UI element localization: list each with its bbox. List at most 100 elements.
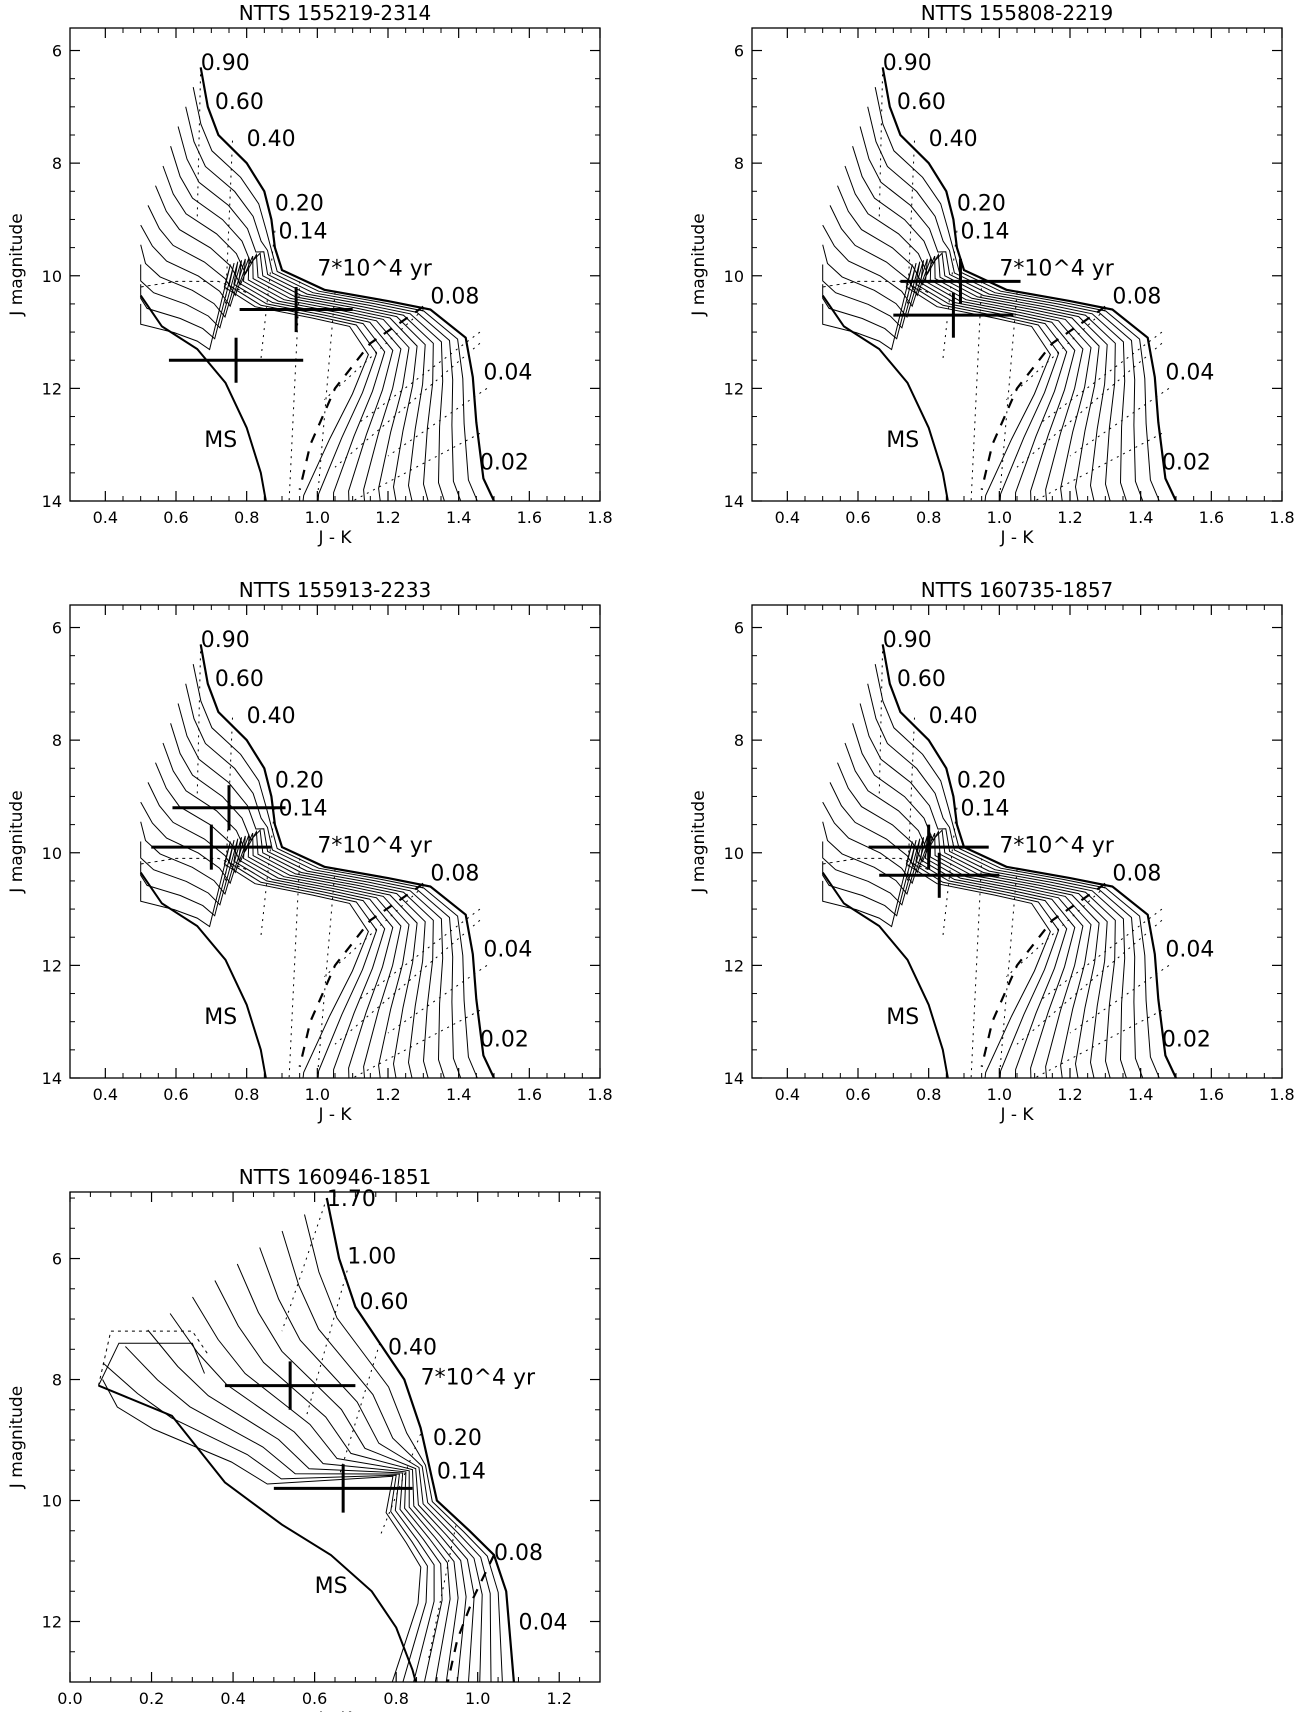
mass-label: 0.14 (437, 1459, 486, 1484)
isochrone (874, 663, 1160, 1078)
isochrone (140, 262, 378, 501)
y-tick-label: 6 (52, 619, 62, 638)
y-tick-label: 14 (724, 492, 744, 511)
mass-track (942, 807, 958, 938)
y-tick-label: 8 (52, 154, 62, 173)
mass-label: 0.04 (518, 1611, 567, 1636)
mass-label: 0.90 (883, 628, 932, 653)
ms-label: MS (204, 428, 237, 453)
isochrone (837, 762, 1100, 1078)
mass-track (288, 281, 301, 501)
main-sequence (821, 294, 949, 501)
hydrogen-burning-limit (446, 1554, 495, 1682)
ms-label: MS (886, 428, 919, 453)
mass-track (196, 644, 202, 797)
hydrogen-burning-limit (298, 882, 424, 1067)
y-tick-label: 10 (42, 844, 62, 863)
mass-label: 0.60 (215, 90, 264, 115)
y-tick-label: 10 (724, 267, 744, 286)
x-tick-label: 1.0 (305, 508, 330, 527)
age-label: 7*10^4 yr (999, 256, 1114, 281)
x-tick-label: 1.6 (517, 1085, 542, 1104)
chart-title: NTTS 160946-1851 (239, 1165, 432, 1189)
model-curves (821, 644, 1177, 1078)
mass-label: 0.40 (929, 127, 978, 152)
x-tick-label: 1.8 (1269, 1085, 1294, 1104)
isochrone (829, 782, 1092, 1078)
mass-track (1006, 309, 1106, 400)
isochrone (147, 782, 410, 1078)
isochrone (281, 1230, 492, 1682)
hydrogen-burning-limit (298, 305, 424, 490)
hydrogen-burning-limit (980, 305, 1106, 490)
hydrogen-burning-limit (980, 882, 1106, 1067)
mass-label: 0.20 (957, 769, 1006, 794)
isochrone (822, 244, 1076, 501)
chart-panel-1: 0.4 0.6 0.8 1.0 1.2 1.4 1.6 1.8 6 8 10 12 14 NTTS 155… (7, 1, 613, 548)
mass-track (998, 292, 1018, 501)
mass-track (338, 1343, 381, 1477)
isochrone (98, 1342, 205, 1386)
mass-track (1006, 886, 1106, 977)
mass-label: 0.20 (957, 192, 1006, 217)
isochrone (140, 224, 402, 501)
isochrone (140, 244, 394, 501)
x-tick-label: 0.6 (163, 1085, 188, 1104)
mass-label: 0.20 (275, 192, 324, 217)
x-tick-label: 1.0 (987, 508, 1012, 527)
isochrone (214, 1280, 467, 1682)
mass-label: 0.40 (247, 127, 296, 152)
mass-label: 0.02 (480, 451, 529, 476)
mass-label: 0.08 (1112, 284, 1161, 309)
mass-label: 0.90 (201, 51, 250, 76)
age-label: 7*10^4 yr (999, 833, 1114, 858)
model-curves (139, 67, 495, 501)
y-tick-label: 6 (52, 1250, 62, 1269)
x-tick-label: 1.2 (375, 508, 400, 527)
y-tick-label: 14 (724, 1069, 744, 1088)
x-tick-label: 1.0 (305, 1085, 330, 1104)
age-label: 7*10^4 yr (317, 833, 432, 858)
x-tick-label: 0.8 (916, 508, 941, 527)
isochrone (822, 262, 1060, 501)
mass-track (359, 908, 481, 1000)
mass-track (1069, 387, 1170, 457)
mass-track (942, 230, 958, 361)
model-curves (98, 1197, 515, 1682)
y-tick-label: 8 (52, 731, 62, 750)
y-tick-label: 10 (42, 1492, 62, 1511)
mass-label: 0.40 (388, 1335, 437, 1360)
isochrone (140, 280, 247, 294)
mass-track (970, 858, 983, 1078)
isochrone (822, 280, 929, 294)
isochrone (304, 1214, 503, 1682)
isochrone (155, 185, 418, 501)
isochrone (192, 1296, 459, 1682)
isochrone (844, 742, 1108, 1078)
age-label: 7*10^4 yr (421, 1366, 536, 1391)
chart-panel-2: 0.4 0.6 0.8 1.0 1.2 1.4 1.6 1.8 6 8 10 12 14 NTTS 155… (689, 1, 1295, 548)
y-tick-label: 6 (734, 619, 744, 638)
isochrone (859, 703, 1127, 1078)
x-tick-label: 0.2 (139, 1689, 164, 1708)
y-axis-label: J magnitude (7, 790, 27, 893)
data-point (900, 258, 1021, 304)
mass-track (387, 964, 488, 1034)
isochrone (192, 663, 478, 1078)
ms-label: MS (315, 1574, 348, 1599)
isochrone (162, 165, 426, 501)
mass-track (379, 1433, 422, 1537)
mass-label: 0.14 (278, 797, 327, 822)
mass-label: 0.14 (960, 220, 1009, 245)
mass-label: 0.90 (201, 628, 250, 653)
mass-track (324, 309, 424, 400)
y-tick-label: 6 (52, 42, 62, 61)
x-tick-label: 0.6 (163, 508, 188, 527)
mass-label: 0.60 (897, 90, 946, 115)
isochrone (192, 86, 478, 501)
data-point (893, 292, 1014, 338)
x-tick-label: 1.8 (1269, 508, 1294, 527)
mass-label: 0.08 (1112, 861, 1161, 886)
isochrone (852, 723, 1116, 1078)
mass-track (1041, 908, 1163, 1000)
